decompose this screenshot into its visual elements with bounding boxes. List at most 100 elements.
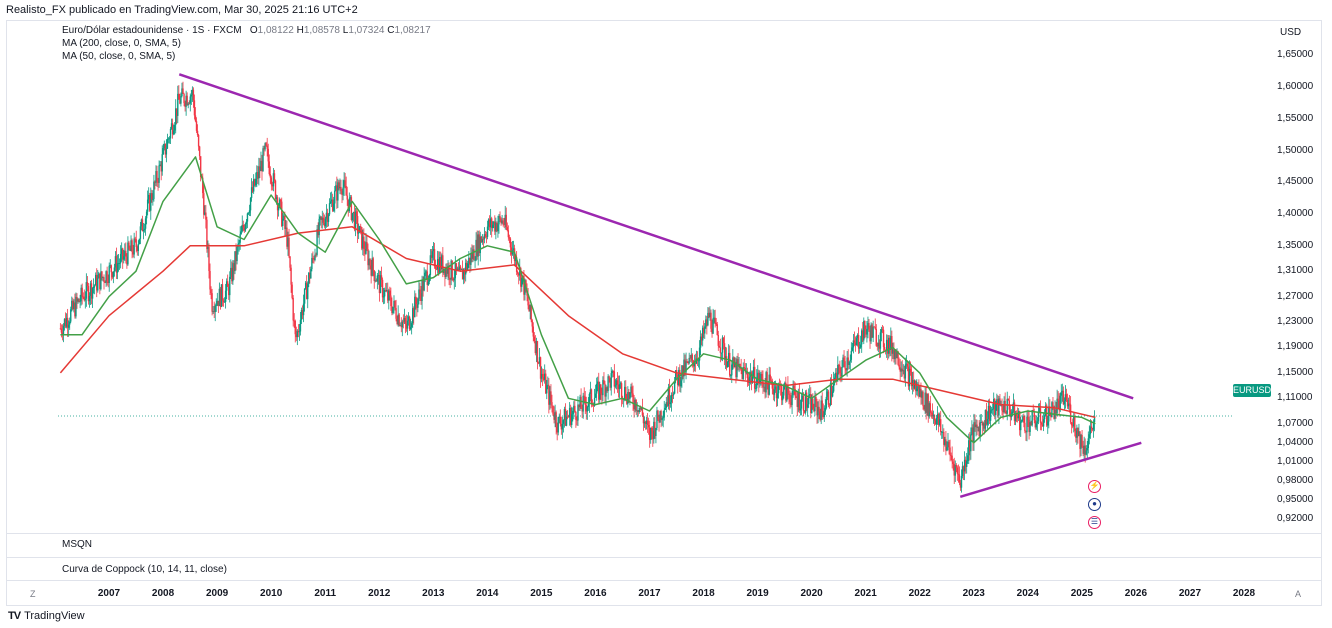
- eu-flag-event-icon[interactable]: ●: [1088, 498, 1101, 511]
- pane-separator-1[interactable]: [6, 533, 1322, 534]
- candle-down: [878, 342, 881, 349]
- symbol-name[interactable]: Euro/Dólar estadounidense · 1S · FXCM: [62, 25, 242, 36]
- candle-up: [150, 193, 152, 211]
- candle-down: [750, 372, 753, 383]
- candle-down: [997, 399, 999, 416]
- candle-down: [1016, 416, 1019, 419]
- candle-down: [1065, 394, 1068, 400]
- candle-up: [535, 341, 538, 354]
- candle-down: [1081, 435, 1083, 448]
- candle-up: [472, 249, 474, 259]
- candle-down: [228, 286, 230, 296]
- candle-down: [413, 308, 415, 318]
- candle-down: [442, 255, 444, 273]
- ma200-legend[interactable]: MA (200, close, 0, SMA, 5): [62, 38, 181, 49]
- candle-up: [774, 386, 777, 390]
- candle-down: [457, 268, 460, 271]
- candle-up: [357, 232, 360, 234]
- auto-scale-button[interactable]: A: [1295, 589, 1302, 599]
- candle-down: [802, 395, 805, 411]
- candle-up: [967, 455, 969, 462]
- candle-down: [903, 370, 906, 379]
- candle-down: [195, 121, 198, 131]
- candle-down: [918, 386, 920, 397]
- candle-down: [488, 219, 491, 228]
- candle-up: [283, 215, 285, 219]
- us-flag-event-icon[interactable]: ☰: [1088, 516, 1101, 529]
- candle-down: [518, 273, 520, 276]
- candle-down: [767, 383, 769, 395]
- candle-up: [987, 405, 990, 419]
- upper-resistance-trendline[interactable]: [178, 73, 1134, 400]
- candle-up: [109, 265, 111, 267]
- candle-down: [740, 368, 742, 370]
- year-tick-label: 2021: [854, 588, 877, 599]
- candle-down: [974, 422, 976, 428]
- candle-down: [884, 349, 887, 351]
- candle-up: [77, 299, 79, 302]
- candle-down: [265, 143, 267, 146]
- candle-up: [69, 321, 71, 325]
- candle-down: [461, 269, 464, 280]
- candle-down: [958, 474, 961, 483]
- pane-separator-2[interactable]: [6, 557, 1322, 558]
- candle-up: [130, 240, 132, 251]
- candle-up: [970, 434, 972, 452]
- candle-up: [414, 296, 416, 318]
- candle-up: [275, 197, 278, 200]
- candle-up: [832, 380, 835, 392]
- footer-brand[interactable]: TV TradingView: [8, 610, 85, 622]
- candle-down: [812, 398, 814, 409]
- candle-up: [302, 303, 305, 316]
- candle-up: [137, 243, 140, 252]
- candle-up: [287, 237, 289, 247]
- year-tick-label: 2027: [1178, 588, 1202, 599]
- candle-up: [707, 312, 709, 326]
- lightning-event-icon[interactable]: ⚡: [1088, 480, 1101, 493]
- candle-down: [132, 252, 134, 255]
- msqn-pane-label[interactable]: MSQN: [62, 539, 92, 550]
- candle-up: [724, 356, 727, 360]
- candle-down: [706, 319, 708, 326]
- candle-down: [320, 216, 322, 220]
- candle-down: [601, 393, 603, 396]
- candle-up: [640, 407, 643, 410]
- candle-up: [493, 221, 495, 225]
- candle-up: [650, 427, 652, 440]
- candle-down: [822, 410, 824, 417]
- candle-up: [755, 388, 757, 390]
- candle-up: [1006, 398, 1008, 414]
- candle-down: [743, 366, 745, 368]
- candle-up: [919, 388, 921, 397]
- candle-up: [977, 427, 979, 428]
- candle-up: [926, 394, 928, 413]
- candle-down: [81, 287, 83, 297]
- currency-label[interactable]: USD: [1280, 27, 1302, 38]
- candle-down: [787, 385, 789, 394]
- year-tick-label: 2019: [746, 588, 769, 599]
- candle-up: [397, 314, 399, 325]
- ma50-legend[interactable]: MA (50, close, 0, SMA, 5): [62, 51, 176, 62]
- candle-down: [988, 405, 991, 421]
- candle-down: [536, 341, 539, 363]
- coppock-pane-label[interactable]: Curva de Coppock (10, 14, 11, close): [62, 564, 227, 575]
- candle-up: [990, 409, 993, 411]
- candle-up: [468, 257, 470, 264]
- zoom-reset-button[interactable]: Z: [30, 589, 36, 599]
- candle-up: [314, 254, 316, 261]
- price-tick-label: 1,15000: [1277, 366, 1314, 378]
- candle-up: [792, 385, 794, 396]
- candle-up: [763, 386, 765, 388]
- candle-up: [848, 361, 850, 366]
- lower-support-trendline[interactable]: [959, 441, 1142, 498]
- candle-down: [864, 321, 866, 330]
- candle-up: [143, 228, 146, 230]
- price-tick-label: 1,19000: [1277, 341, 1314, 353]
- year-tick-label: 2017: [638, 588, 661, 599]
- price-tick-label: 1,01000: [1277, 455, 1314, 467]
- candle-up: [588, 393, 591, 405]
- candle-down: [836, 372, 838, 380]
- price-tick-label: 0,92000: [1277, 513, 1314, 524]
- candle-down: [286, 227, 288, 247]
